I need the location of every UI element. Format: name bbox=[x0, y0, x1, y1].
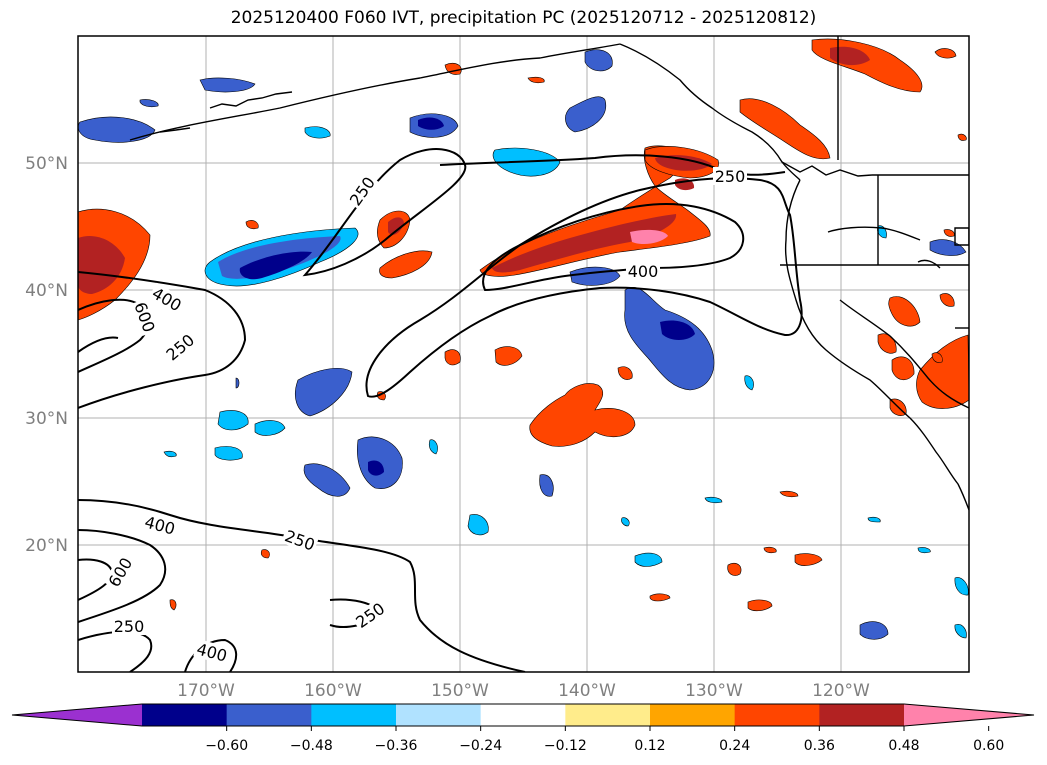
latitude-axis: 50°N 40°N 30°N 20°N bbox=[25, 154, 68, 556]
lat-label: 20°N bbox=[25, 536, 68, 556]
colorbar-swatch bbox=[142, 704, 228, 726]
longitude-axis: 170°W 160°W 150°W 140°W 130°W 120°W bbox=[177, 681, 870, 701]
lon-label: 170°W bbox=[177, 681, 235, 701]
colorbar-outline bbox=[11, 703, 1035, 727]
colorbar-tick-label: 0.24 bbox=[719, 738, 750, 754]
lon-label: 160°W bbox=[304, 681, 362, 701]
contour-label: 250 bbox=[114, 617, 145, 636]
colorbar-tick-label: 0.60 bbox=[973, 738, 1004, 754]
lon-label: 150°W bbox=[431, 681, 489, 701]
colorbar-swatch bbox=[650, 704, 736, 726]
colorbar: −0.60 −0.48 −0.36 −0.24 −0.12 0.12 0.24 0.36 0.4… bbox=[11, 703, 1035, 754]
colorbar-swatch bbox=[734, 704, 820, 726]
lon-label: 130°W bbox=[685, 681, 743, 701]
contour-label-group: 250 250 250 250 250 250 400 400 400 400 … bbox=[103, 167, 747, 666]
contour-label: 250 bbox=[715, 167, 746, 186]
colorbar-swatch bbox=[396, 704, 482, 726]
colorbar-tick-label: −0.48 bbox=[290, 738, 333, 754]
colorbar-swatch bbox=[565, 704, 651, 726]
lon-label: 120°W bbox=[812, 681, 870, 701]
colorbar-tick-label: −0.60 bbox=[205, 738, 248, 754]
colorbar-tick-label: −0.12 bbox=[544, 738, 587, 754]
colorbar-tick-label: 0.12 bbox=[634, 738, 665, 754]
colorbar-swatch bbox=[226, 704, 312, 726]
colorbar-tick-label: 0.36 bbox=[804, 738, 835, 754]
plot-border bbox=[77, 35, 970, 673]
lat-label: 50°N bbox=[25, 154, 68, 174]
contour-label: 400 bbox=[628, 262, 659, 281]
colorbar-tick-label: −0.36 bbox=[375, 738, 418, 754]
colorbar-swatch bbox=[480, 704, 566, 726]
colorbar-swatch bbox=[819, 704, 905, 726]
colorbar-swatch bbox=[311, 704, 397, 726]
colorbar-swatch bbox=[904, 704, 1034, 726]
colorbar-tick-label: 0.48 bbox=[888, 738, 919, 754]
coastlines bbox=[129, 36, 969, 511]
lat-label: 40°N bbox=[25, 281, 68, 301]
colorbar-swatch bbox=[12, 704, 142, 726]
lat-label: 30°N bbox=[25, 409, 68, 429]
colorbar-tick-label: −0.24 bbox=[459, 738, 502, 754]
plot-area bbox=[78, 36, 969, 672]
lon-label: 140°W bbox=[558, 681, 616, 701]
map-title: 2025120400 F060 IVT, precipitation PC (2… bbox=[230, 8, 817, 28]
